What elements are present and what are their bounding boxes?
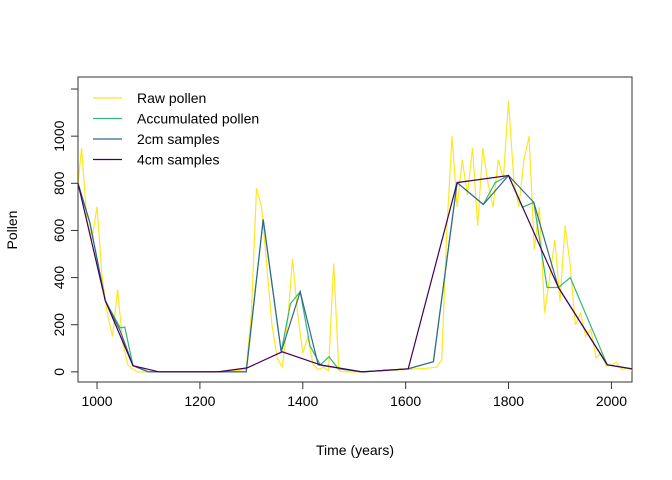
legend-label: Raw pollen bbox=[137, 90, 206, 106]
x-tick-label: 1000 bbox=[81, 393, 112, 409]
x-tick-label: 1800 bbox=[493, 393, 524, 409]
series-line-2cm-samples bbox=[77, 174, 633, 373]
series-line-accumulated-pollen bbox=[77, 174, 633, 373]
legend-label: 2cm samples bbox=[137, 131, 219, 147]
series-line-4cm-samples bbox=[77, 174, 633, 373]
y-tick-label: 0 bbox=[51, 368, 67, 376]
legend-label: Accumulated pollen bbox=[137, 111, 259, 127]
y-axis-label: Pollen bbox=[4, 211, 20, 250]
series-layer bbox=[77, 100, 633, 373]
x-tick-label: 1200 bbox=[184, 393, 215, 409]
y-tick-label: 400 bbox=[51, 266, 67, 290]
y-tick-label: 600 bbox=[51, 219, 67, 243]
legend: Raw pollen Accumulated pollen 2cm samples 4… bbox=[93, 90, 259, 168]
x-tick-label: 2000 bbox=[596, 393, 627, 409]
y-tick-label: 1000 bbox=[51, 120, 67, 151]
y-tick-label: 800 bbox=[51, 171, 67, 195]
x-axis-label: Time (years) bbox=[316, 442, 394, 458]
axes-layer: 1000 1200 1400 1600 1800 2000 0 200 400 600 800 100… bbox=[51, 88, 627, 409]
y-tick-label: 200 bbox=[51, 313, 67, 337]
x-tick-label: 1400 bbox=[287, 393, 318, 409]
x-tick-label: 1600 bbox=[390, 393, 421, 409]
legend-label: 4cm samples bbox=[137, 152, 219, 168]
